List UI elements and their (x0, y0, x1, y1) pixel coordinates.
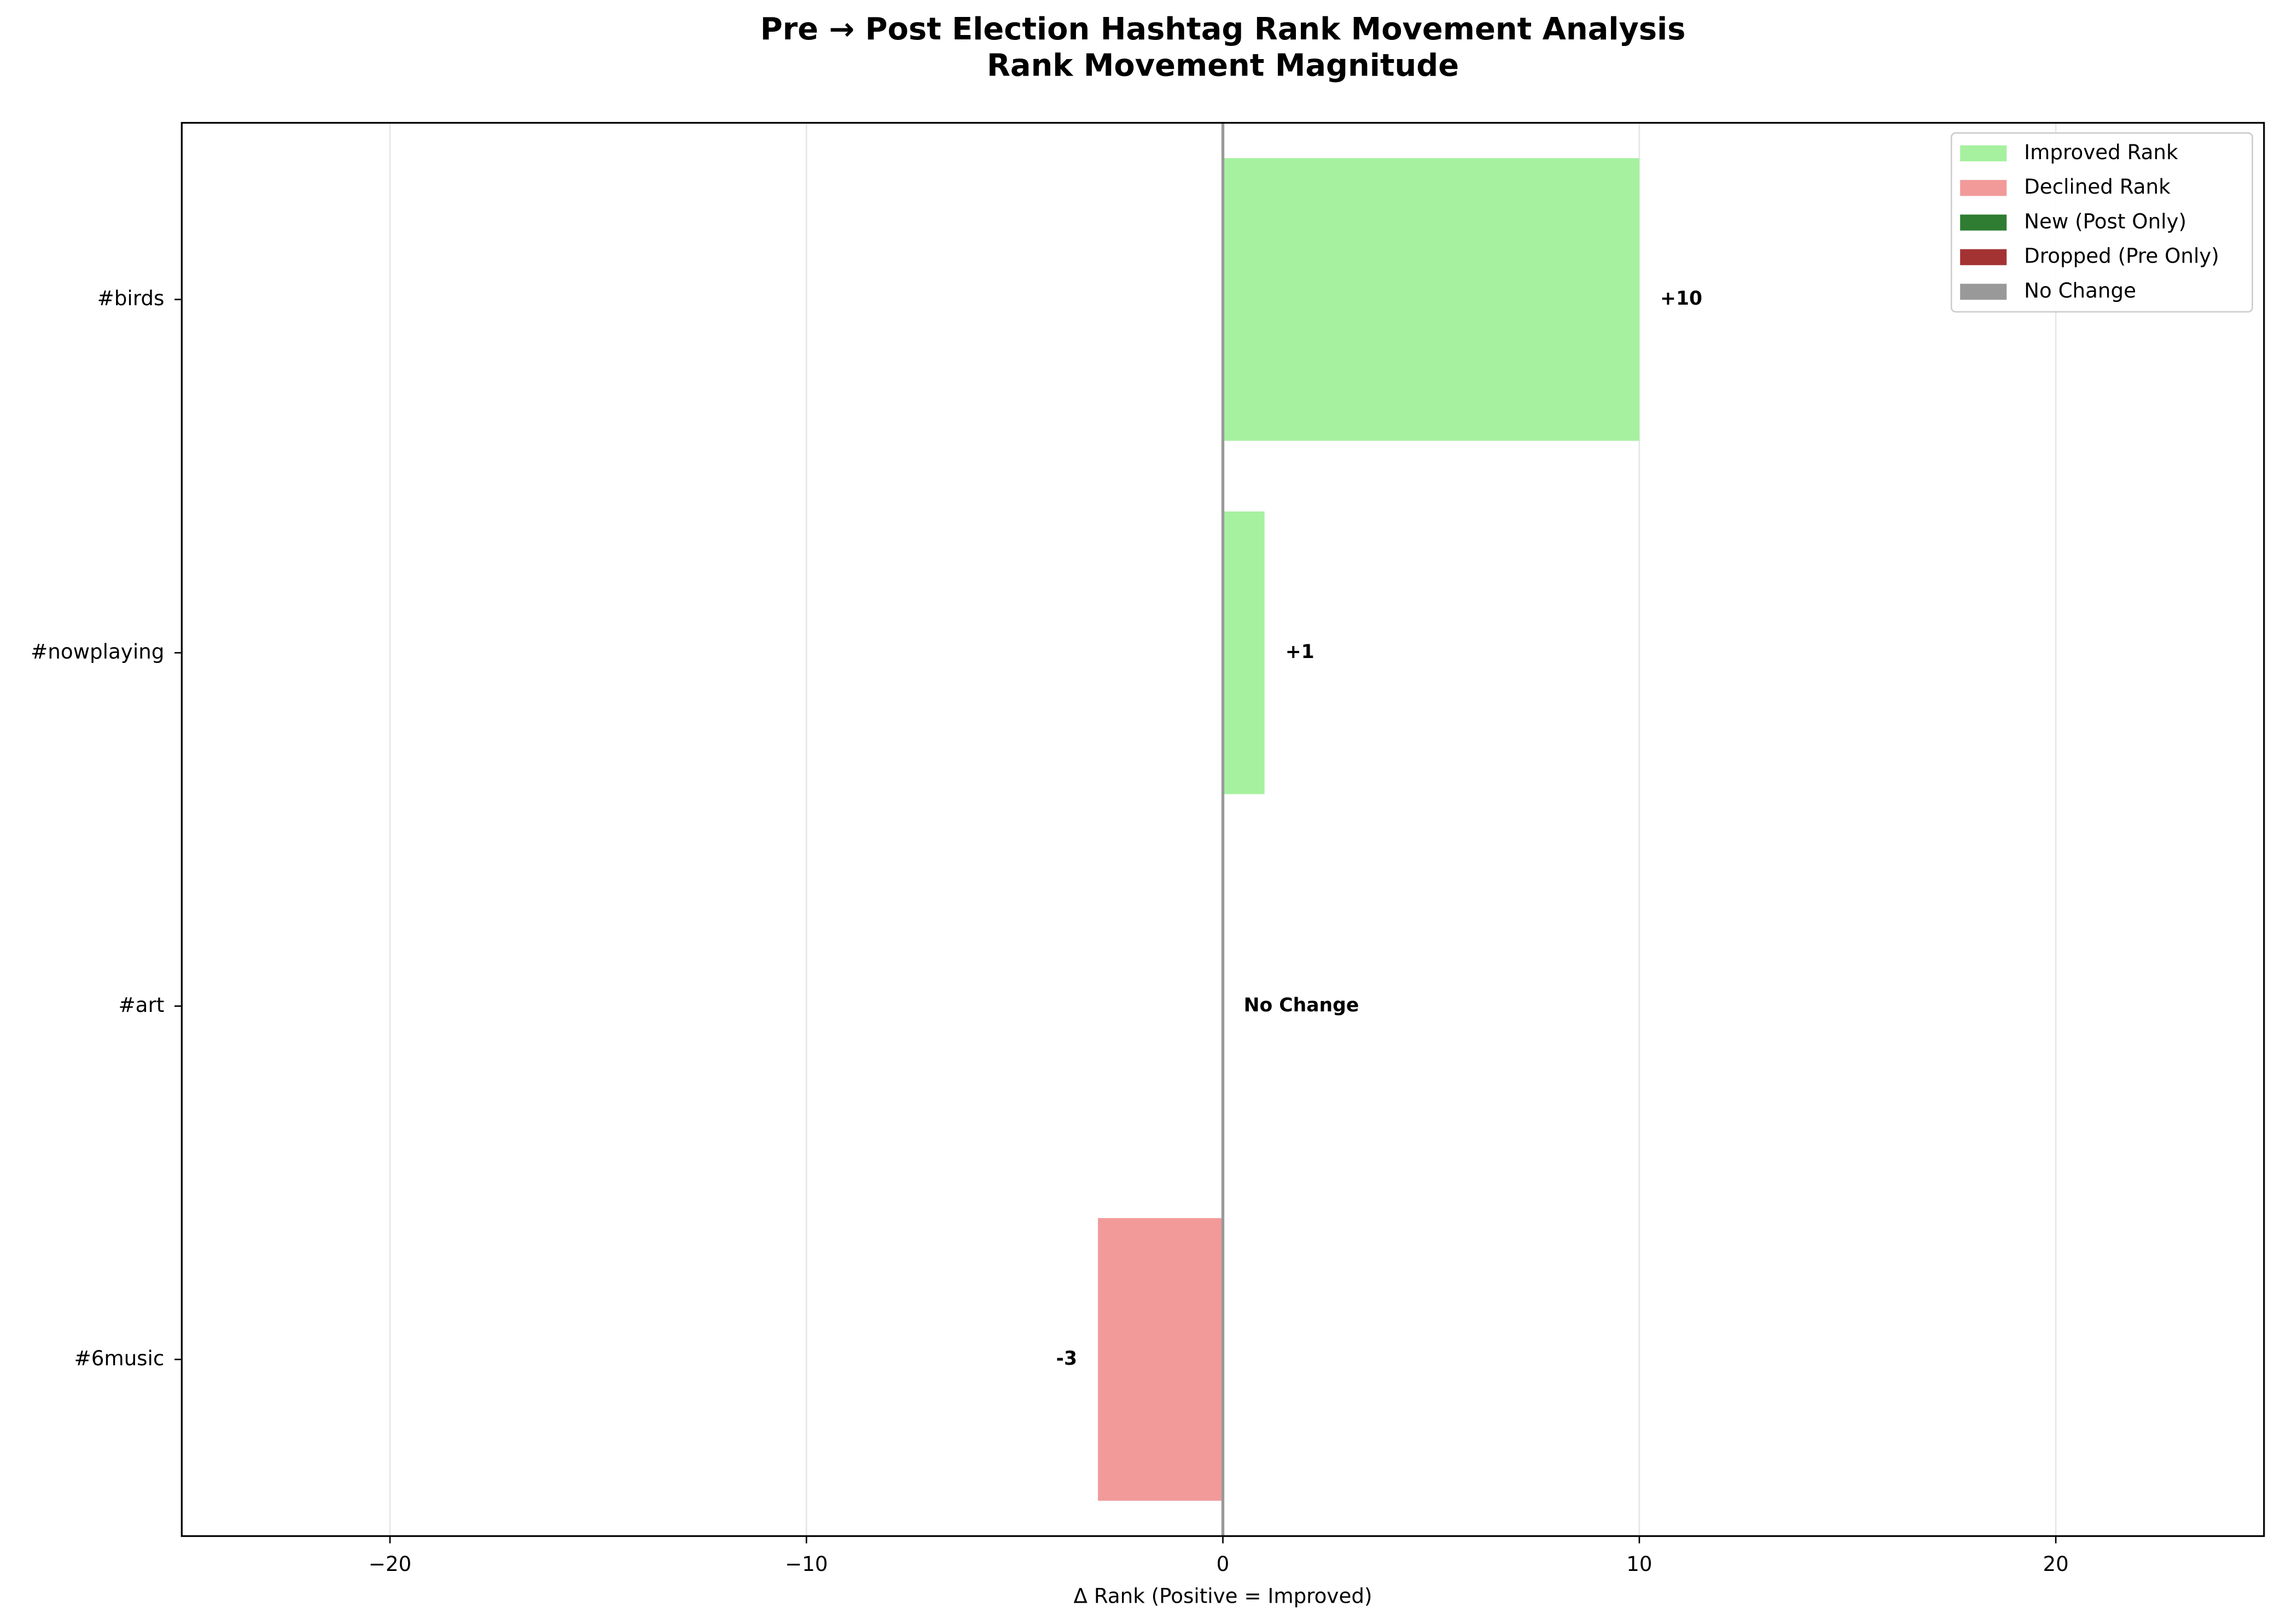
value-label: +1 (1286, 641, 1315, 663)
x-tick-label: −10 (785, 1552, 828, 1576)
legend-label: Improved Rank (2024, 140, 2178, 164)
legend-label: No Change (2024, 278, 2136, 302)
x-tick-label: 20 (2043, 1552, 2068, 1576)
plot-frame (181, 121, 2265, 1537)
legend-box (1950, 132, 2253, 313)
legend-swatch (1960, 145, 2007, 161)
value-label: +10 (1660, 288, 1702, 310)
y-tick-label: #nowplaying (31, 639, 164, 663)
y-tick-label: #art (119, 993, 165, 1017)
legend-swatch (1960, 249, 2007, 265)
y-tick-label: #6music (74, 1346, 165, 1370)
legend-swatch (1960, 214, 2007, 231)
legend-label: Dropped (Pre Only) (2024, 244, 2219, 268)
value-label: -3 (1056, 1348, 1077, 1370)
legend-swatch (1960, 179, 2007, 196)
legend-label: Declined Rank (2024, 174, 2171, 199)
y-tick-label: #birds (97, 286, 165, 310)
chart-subtitle: Rank Movement Magnitude (987, 48, 1459, 84)
value-label: No Change (1244, 994, 1359, 1016)
bar (1223, 511, 1265, 794)
x-tick-label: −20 (369, 1552, 412, 1576)
bar (1223, 158, 1639, 441)
chart-title: Pre → Post Election Hashtag Rank Movemen… (760, 11, 1686, 47)
x-tick-label: 10 (1626, 1552, 1652, 1576)
legend-label: New (Post Only) (2024, 209, 2186, 233)
x-axis-label: Δ Rank (Positive = Improved) (1074, 1584, 1372, 1608)
legend-swatch (1960, 283, 2007, 300)
x-tick-label: 0 (1217, 1552, 1230, 1576)
bar (1098, 1218, 1223, 1501)
